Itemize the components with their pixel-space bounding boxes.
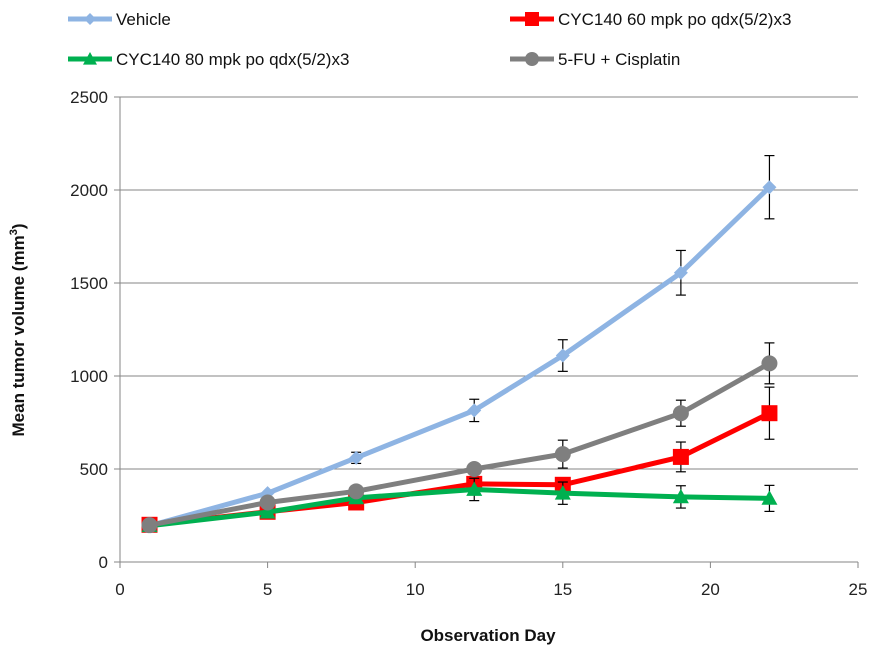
data-point [673, 265, 688, 280]
legend-label: 5-FU + Cisplatin [558, 50, 680, 69]
data-point [259, 504, 276, 519]
legend-swatch-marker [525, 52, 539, 66]
x-tick-label: 20 [701, 580, 720, 599]
y-tick-label: 0 [99, 553, 108, 572]
y-axis-title-close: ) [9, 224, 28, 230]
data-point [467, 403, 482, 418]
x-tick-label: 0 [115, 580, 124, 599]
legend-swatch-marker [84, 13, 96, 25]
y-tick-label: 2000 [70, 181, 108, 200]
legend-item-4: 5-FU + Cisplatin [510, 50, 680, 69]
y-axis-title: Mean tumor volume (mm3) [8, 224, 28, 437]
y-tick-label: 500 [80, 460, 108, 479]
axes: 0 500 1000 1500 2000 2500 0 5 10 15 20 25 [70, 88, 867, 599]
y-tick-label: 1000 [70, 367, 108, 386]
x-tick-label: 15 [553, 580, 572, 599]
data-point [761, 355, 778, 372]
x-tick-label: 5 [263, 580, 272, 599]
data-point [466, 481, 483, 496]
legend-item-3: CYC140 80 mpk po qdx(5/2)x3 [68, 50, 349, 69]
data-point [672, 488, 689, 504]
data-point [762, 180, 777, 195]
data-point [555, 348, 570, 363]
x-tick-label: 25 [849, 580, 868, 599]
legend-label: CYC140 60 mpk po qdx(5/2)x3 [558, 10, 791, 29]
legend: Vehicle CYC140 60 mpk po qdx(5/2)x3 CYC140… [68, 10, 791, 69]
data-point [349, 450, 364, 465]
data-point [761, 405, 778, 422]
legend-label: CYC140 80 mpk po qdx(5/2)x3 [116, 50, 349, 69]
data-point [761, 490, 778, 505]
data-point [554, 446, 571, 463]
series-4 [141, 342, 778, 534]
legend-item-1: Vehicle [68, 10, 171, 29]
x-axis-title: Observation Day [420, 626, 556, 645]
data-point [554, 485, 571, 500]
data-point [466, 461, 483, 477]
data-point [141, 517, 158, 534]
y-axis-title-main: Mean tumor volume (mm [9, 235, 28, 436]
legend-swatch-marker [525, 12, 539, 26]
legend-item-2: CYC140 60 mpk po qdx(5/2)x3 [510, 10, 791, 29]
data-point [348, 483, 365, 500]
legend-swatch-marker [83, 52, 97, 65]
data-point [259, 494, 276, 511]
series-1 [142, 154, 777, 533]
y-tick-label: 2500 [70, 88, 108, 107]
series-line [148, 185, 772, 529]
data-point [672, 448, 689, 465]
gridlines [120, 96, 858, 470]
plot-area [141, 154, 778, 534]
data-point [672, 405, 689, 422]
legend-label: Vehicle [116, 10, 171, 29]
y-tick-label: 1500 [70, 274, 108, 293]
x-tick-label: 10 [406, 580, 425, 599]
y-axis-title-superscript: 3 [8, 229, 20, 235]
